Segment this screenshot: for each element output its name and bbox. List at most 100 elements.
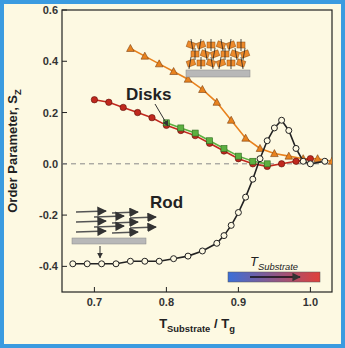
y-tick xyxy=(62,266,67,267)
data-point xyxy=(250,158,256,164)
data-point xyxy=(127,44,135,51)
disk-normal xyxy=(231,57,232,69)
data-point xyxy=(120,104,126,110)
data-point xyxy=(127,258,133,264)
data-point xyxy=(106,99,112,105)
substrate-icon xyxy=(72,238,146,244)
disk-icon xyxy=(200,50,210,58)
data-point xyxy=(221,233,227,239)
disk-icon xyxy=(216,41,226,49)
x-axis-title: TSubstrate / Tg xyxy=(159,316,235,334)
background xyxy=(2,2,343,346)
disk-normal xyxy=(201,57,202,69)
data-point xyxy=(228,222,234,228)
data-point xyxy=(328,157,332,164)
y-tick xyxy=(62,10,67,11)
x-tick-label: 0.9 xyxy=(231,296,246,308)
data-point xyxy=(142,258,148,264)
data-point xyxy=(264,138,270,144)
data-point xyxy=(257,156,263,162)
rod-icon xyxy=(112,232,138,233)
x-tick xyxy=(238,287,239,292)
plot-frame xyxy=(62,10,332,292)
rod-icon xyxy=(94,216,124,217)
disk-normal xyxy=(241,57,243,69)
rod-icon xyxy=(112,212,138,213)
text-part: T xyxy=(159,316,167,331)
data-point xyxy=(171,256,177,262)
data-point xyxy=(300,158,306,164)
x-tick-label: 0.8 xyxy=(159,296,174,308)
y-tick-label: 0.2 xyxy=(43,107,58,119)
disk-icon xyxy=(216,59,226,67)
data-point xyxy=(242,134,250,141)
data-point xyxy=(113,261,119,267)
data-point xyxy=(178,125,184,131)
y-tick-label: -0.4 xyxy=(39,260,59,272)
disk-normal xyxy=(241,39,242,51)
disk-normal xyxy=(211,39,212,51)
series-line xyxy=(94,100,310,167)
data-point xyxy=(235,210,241,216)
data-point xyxy=(250,176,256,182)
data-point xyxy=(264,161,270,167)
y-tick xyxy=(62,112,67,113)
rod-icon xyxy=(76,221,106,222)
y-tick xyxy=(62,215,67,216)
icons xyxy=(72,39,320,282)
data-point xyxy=(235,153,241,159)
disk-icon xyxy=(240,50,250,58)
rod-icon xyxy=(76,211,106,212)
disk-normal xyxy=(205,48,207,60)
data-point xyxy=(322,158,328,164)
zero-line xyxy=(62,163,332,164)
subscript: Z xyxy=(12,89,23,95)
x-tick-label: 0.7 xyxy=(87,296,102,308)
series-line xyxy=(73,120,325,264)
disk-normal xyxy=(211,57,213,69)
data-point xyxy=(199,248,205,254)
disk-icon xyxy=(230,50,240,58)
data-point xyxy=(91,97,97,103)
text-part: / T xyxy=(210,316,229,331)
rod-icon xyxy=(94,226,124,227)
data-point xyxy=(199,85,207,92)
data-point xyxy=(155,60,163,67)
rod-icon xyxy=(130,217,156,218)
disk-icon xyxy=(210,50,220,58)
data-point xyxy=(134,109,140,115)
substrate-icon xyxy=(186,70,250,77)
y-tick-label: -0.2 xyxy=(39,209,58,221)
series-line xyxy=(130,48,332,161)
data-point xyxy=(271,150,279,157)
disk-normal xyxy=(191,39,193,51)
disk-icon xyxy=(186,59,196,67)
data-point xyxy=(213,98,221,105)
disk-normal xyxy=(219,57,221,69)
data-point xyxy=(214,240,220,246)
text-part: Order Parameter, S xyxy=(5,95,20,213)
data-point xyxy=(185,253,191,259)
data-point xyxy=(149,114,155,120)
temperature-bar xyxy=(228,272,320,282)
data-point xyxy=(221,145,227,151)
text-part: Rod xyxy=(150,193,183,212)
data-point xyxy=(279,117,285,123)
annotation: Disks xyxy=(126,85,171,104)
disk-normal xyxy=(225,48,226,60)
data-point xyxy=(99,261,105,267)
disk-icon xyxy=(186,41,196,49)
disk-normal xyxy=(195,48,196,60)
pointer-arrow xyxy=(155,104,168,126)
data-point xyxy=(285,152,293,159)
disk-icon xyxy=(226,41,236,49)
pointer-arrow xyxy=(100,246,101,258)
subscript: Substrate xyxy=(258,261,298,272)
disk-normal xyxy=(229,39,231,51)
data-point xyxy=(156,258,162,264)
y-tick-label: 0.0 xyxy=(43,158,58,170)
data-point xyxy=(192,130,198,136)
disk-icon xyxy=(236,59,246,67)
annotation: TSubstrate xyxy=(250,254,298,272)
data-point xyxy=(314,155,322,162)
